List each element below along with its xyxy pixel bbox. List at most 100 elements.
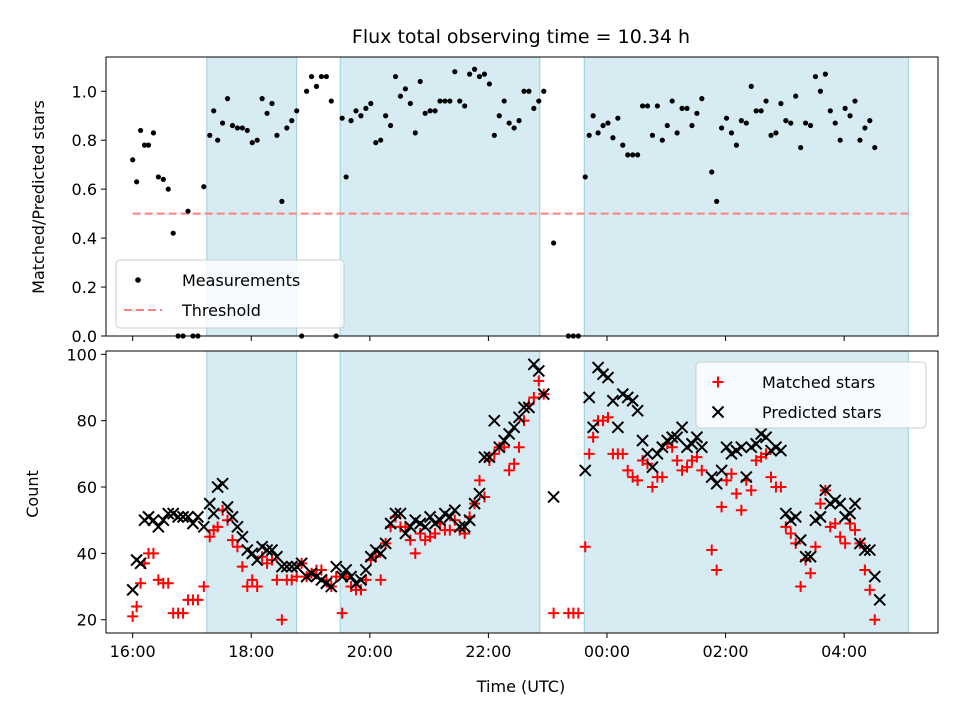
- measurement-point: [649, 132, 656, 138]
- matched-point: [859, 564, 871, 576]
- matched-point: [404, 534, 416, 546]
- measurement-point: [788, 120, 794, 126]
- predicted-point: [498, 434, 511, 447]
- measurement-point: [496, 113, 502, 119]
- measurement-point: [748, 83, 754, 89]
- matched-point: [204, 531, 216, 543]
- matched-point: [602, 411, 614, 423]
- matched-point: [785, 527, 797, 539]
- matched-point: [336, 607, 348, 619]
- predicted-point: [591, 361, 605, 374]
- matched-point: [691, 451, 703, 463]
- measurement-point: [353, 108, 359, 114]
- measurement-point: [249, 140, 255, 146]
- matched-point: [330, 571, 342, 583]
- measurement-point: [664, 122, 670, 129]
- predicted-point: [522, 401, 536, 414]
- matched-point: [745, 484, 757, 496]
- predicted-point: [843, 507, 857, 520]
- predicted-point: [611, 421, 625, 434]
- measurement-point: [264, 110, 270, 116]
- legend-predicted-marker: [711, 405, 725, 419]
- measurement-point: [303, 88, 310, 94]
- matched-point: [711, 564, 723, 576]
- measurement-point: [462, 103, 468, 109]
- measurement-point: [137, 127, 144, 134]
- measurement-point: [422, 110, 428, 116]
- matched-point: [518, 415, 530, 427]
- predicted-point: [579, 464, 592, 477]
- predicted-point: [191, 510, 205, 524]
- matched-point: [222, 514, 234, 526]
- matched-point: [814, 498, 826, 510]
- shaded-interval-0: [206, 350, 298, 634]
- measurement-point: [269, 100, 275, 107]
- measurement-point: [363, 105, 369, 111]
- predicted-point: [265, 543, 279, 557]
- predicted-point: [631, 404, 644, 417]
- measurement-point: [852, 98, 858, 104]
- x-tick-label: 22:00: [465, 642, 511, 661]
- measurement-point: [491, 132, 497, 138]
- predicted-point: [423, 510, 437, 524]
- measurement-point: [723, 115, 730, 121]
- predicted-point: [384, 517, 397, 530]
- matched-point: [276, 614, 288, 626]
- measurement-point: [259, 96, 265, 102]
- predicted-point: [344, 570, 358, 583]
- plot-frame: [105, 56, 939, 337]
- predicted-point: [779, 507, 793, 520]
- predicted-point: [468, 497, 481, 510]
- y-tick-label: 20: [77, 611, 97, 630]
- legend-label: Matched stars: [762, 373, 875, 392]
- measurement-point: [709, 169, 715, 175]
- predicted-point: [335, 570, 349, 583]
- measurement-point: [339, 115, 345, 121]
- matched-point: [641, 458, 653, 470]
- measurement-point: [452, 69, 458, 75]
- measurement-point: [486, 81, 492, 87]
- matched-point: [666, 441, 678, 453]
- predicted-point: [794, 533, 807, 547]
- predicted-point: [848, 497, 862, 510]
- predicted-point: [735, 441, 748, 454]
- measurement-point: [447, 98, 453, 104]
- measurement-point: [506, 120, 512, 126]
- predicted-point: [404, 520, 417, 534]
- predicted-point: [250, 553, 264, 567]
- matched-point: [513, 441, 525, 453]
- measurement-point: [215, 137, 221, 143]
- predicted-point: [651, 447, 664, 461]
- matched-point: [583, 448, 595, 460]
- matched-point: [449, 514, 461, 526]
- predicted-point: [203, 497, 216, 510]
- measurement-point: [610, 135, 616, 141]
- matched-point: [198, 581, 210, 593]
- measurement-point: [402, 86, 409, 92]
- measurement-point: [753, 108, 759, 114]
- measurement-point: [551, 240, 557, 246]
- predicted-point: [339, 563, 353, 577]
- measurement-point: [590, 113, 596, 119]
- measurement-point: [536, 98, 542, 104]
- matched-point: [775, 481, 787, 493]
- measurement-point: [635, 152, 641, 158]
- legend-label: Predicted stars: [762, 403, 882, 422]
- measurement-point: [511, 125, 517, 131]
- matched-point: [849, 524, 861, 536]
- series-predicted-stars: [126, 358, 886, 607]
- measurement-point: [807, 122, 814, 129]
- matched-point: [444, 524, 456, 536]
- measurement-point: [620, 142, 626, 148]
- predicted-point: [547, 490, 560, 504]
- predicted-point: [270, 550, 284, 563]
- measurement-point: [625, 152, 631, 158]
- measurement-point: [798, 144, 804, 151]
- measurement-point: [837, 137, 843, 143]
- predicted-point: [394, 507, 407, 520]
- y-tick-label: 80: [77, 412, 97, 431]
- matched-point: [780, 521, 792, 533]
- predicted-point: [448, 504, 462, 517]
- matched-point: [474, 474, 486, 486]
- count-panel: 20 40 60 80 100 16:00 18:00 20:00 22:00 00:00 02:0…: [66, 345, 939, 661]
